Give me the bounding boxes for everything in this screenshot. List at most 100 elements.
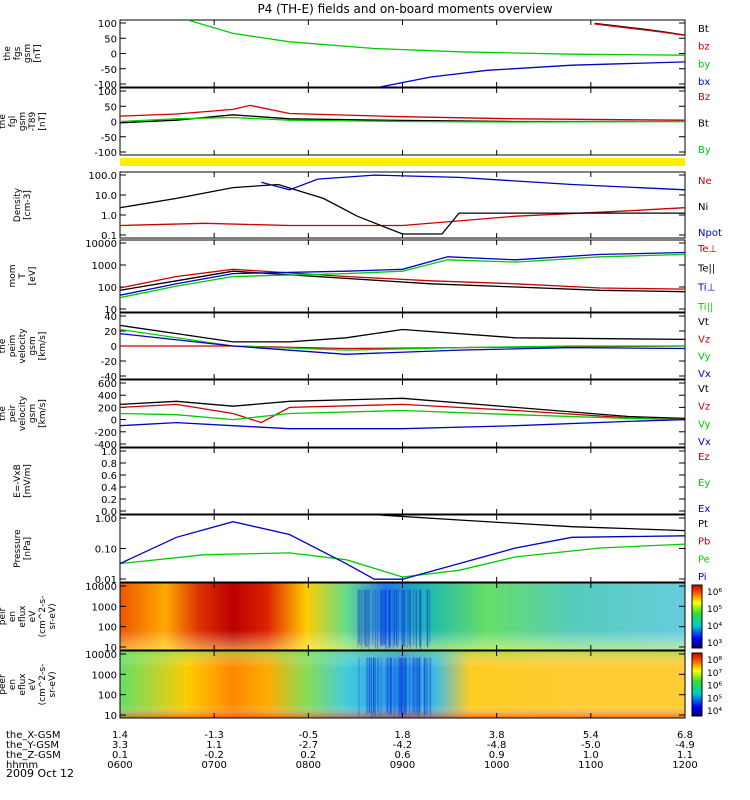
y-axis-label: Pressure[nPa] (13, 529, 33, 568)
y-axis-label: thepeerenefluxeV(cm^2-s-sr-eV) (0, 664, 58, 706)
y-tick-label: 0.2 (101, 495, 117, 506)
panel-peir_en: 10⁶ 10⁵ 10⁴ 10³ 10000 1000 100 10 thepeireneflux… (0, 582, 722, 654)
y-axis-label-line: gsm (28, 404, 38, 423)
x-axis-value: 3.3 (112, 740, 128, 751)
legend-entry: Ex (698, 504, 710, 515)
colorbar-tick-label: 10⁵ (707, 694, 722, 704)
y-tick-label: 10 (104, 305, 117, 316)
panel-peer_en: 10⁸ 10⁷ 10⁶ 10⁵ 10⁴ 10000 1000 100 10 thepeerenef… (0, 650, 722, 722)
y-tick-label: 10 (104, 711, 117, 722)
colorbar-tick-label: 10⁶ (707, 588, 722, 598)
series-line-Npot (261, 174, 685, 191)
series-line-Te|| (120, 270, 685, 293)
legend-entry: Ti|| (697, 302, 713, 313)
y-tick-label: 600 (98, 379, 117, 390)
spectrogram-shading (120, 651, 685, 718)
y-tick-label: -100 (94, 80, 117, 91)
series-line-Vx (120, 418, 685, 430)
y-tick-label: 200 (98, 403, 117, 414)
y-axis-label: Density[cm-3] (13, 187, 33, 222)
series-line-Vt (120, 324, 685, 343)
x-axis-value: -4.2 (393, 740, 413, 751)
y-axis-label-line: sr-eV) (48, 603, 58, 629)
y-axis-label-line: velocity (18, 395, 28, 431)
y-axis-label-line: the (0, 406, 8, 421)
series-line-By (120, 116, 685, 123)
series-line-Ni (120, 183, 685, 235)
y-tick-label: -100 (94, 148, 117, 159)
status-bar (120, 158, 685, 166)
y-axis-label-line: [eV] (28, 267, 38, 286)
y-tick-label: 1000 (92, 602, 117, 613)
legend-entry: Vt (698, 384, 709, 395)
y-axis-label-line: fgs (13, 46, 23, 60)
y-tick-label: 0.01 (95, 575, 117, 586)
y-axis-label-line: gsm (23, 44, 33, 63)
x-axis-value: 0.9 (489, 750, 505, 761)
y-tick-label: -200 (94, 428, 117, 439)
x-axis-value: 1.1 (206, 740, 222, 751)
legend-entry: Vz (698, 334, 710, 345)
colorbar-tick-label: 10⁴ (707, 622, 722, 632)
x-axis-value: 6.8 (677, 730, 693, 741)
panel-fgl: 100 50 0 -50 -100 thefglgsm-T89[nT] Bz Bt By (0, 87, 711, 159)
series-line-Vy (120, 409, 685, 421)
x-axis-value: -5.0 (581, 740, 601, 751)
y-axis-label-line: the (3, 46, 13, 61)
legend-entry: Ne (698, 176, 712, 187)
legend-entry: Te|| (697, 263, 715, 274)
y-axis-label-line: gsm (28, 336, 38, 355)
series-line-Pt (379, 515, 685, 532)
legend-entry: By (698, 145, 711, 156)
legend-entry: Pi (698, 572, 707, 583)
y-tick-label: 50 (104, 102, 117, 113)
x-axis-value: -0.5 (299, 730, 319, 741)
legend-entry: Te⊥ (697, 244, 717, 255)
panel-fgs: 100 50 0 -50 -100 thefgsgsm[nT] Bt bz by bx (3, 19, 710, 91)
y-axis-label-line: [mV/m] (23, 464, 33, 498)
x-axis-labels: the_X-GSM 1.4 -1.3 -0.5 1.8 3.8 5.4 6.8 the_Y-GS… (6, 730, 698, 771)
x-axis-value: -1.3 (204, 730, 224, 741)
colorbar-tick-label: 10⁸ (707, 656, 722, 666)
colorbar-tick-label: 10⁶ (707, 682, 722, 692)
y-axis-label: E=-VxB[mV/m] (13, 464, 33, 498)
colorbar (691, 652, 703, 717)
x-axis-value: 0.1 (112, 750, 128, 761)
legend-entry: Bz (698, 92, 710, 103)
panel-frame (119, 19, 686, 88)
y-axis-label-line: peim (8, 335, 18, 358)
y-tick-label: 1000 (92, 670, 117, 681)
x-axis-value: 0700 (201, 760, 226, 771)
y-axis-label-line: -T89 (28, 112, 38, 132)
legend-entry: Vz (698, 402, 710, 413)
colorbar-tick-label: 10⁵ (707, 605, 722, 615)
legend-entry: bz (698, 42, 710, 53)
x-axis-value: 0.2 (300, 750, 316, 761)
y-axis-label: thepeirvelocitygsm[km/s] (0, 395, 48, 431)
y-axis-label-line: eflux (18, 605, 28, 628)
series-line-by (187, 20, 685, 56)
spectrogram-shading (120, 583, 685, 650)
y-axis-label: momT[eV] (8, 264, 38, 287)
y-axis-label-line: [nT] (33, 44, 43, 62)
x-axis-value: -0.2 (204, 750, 224, 761)
x-axis-value: -4.8 (487, 740, 507, 751)
y-axis-label-line: sr-eV) (48, 671, 58, 697)
y-tick-label: 100 (98, 623, 117, 634)
y-axis-label: thepeirenefluxeV(cm^2-s-sr-eV) (0, 596, 58, 638)
y-tick-label: 50 (104, 34, 117, 45)
y-tick-label: 0.6 (101, 471, 117, 482)
x-axis-value: 1100 (578, 760, 603, 771)
y-axis-label-line: gsm (18, 112, 28, 131)
x-axis-value: 1000 (484, 760, 509, 771)
legend-entry: Pe (698, 554, 710, 565)
y-axis-label-line: [km/s] (38, 399, 48, 428)
series-line-Ti|| (120, 253, 685, 299)
y-axis-label-line: eV (28, 678, 38, 691)
y-tick-label: 10000 (85, 239, 117, 250)
panel-peim: 40 20 0 -20 -40 thepeimvelocitygsm[km/s] Vt Vz V… (0, 312, 711, 383)
legend-entry: by (698, 59, 710, 70)
series-line-bz (594, 23, 685, 37)
colorbar-tick-label: 10⁴ (707, 707, 722, 717)
